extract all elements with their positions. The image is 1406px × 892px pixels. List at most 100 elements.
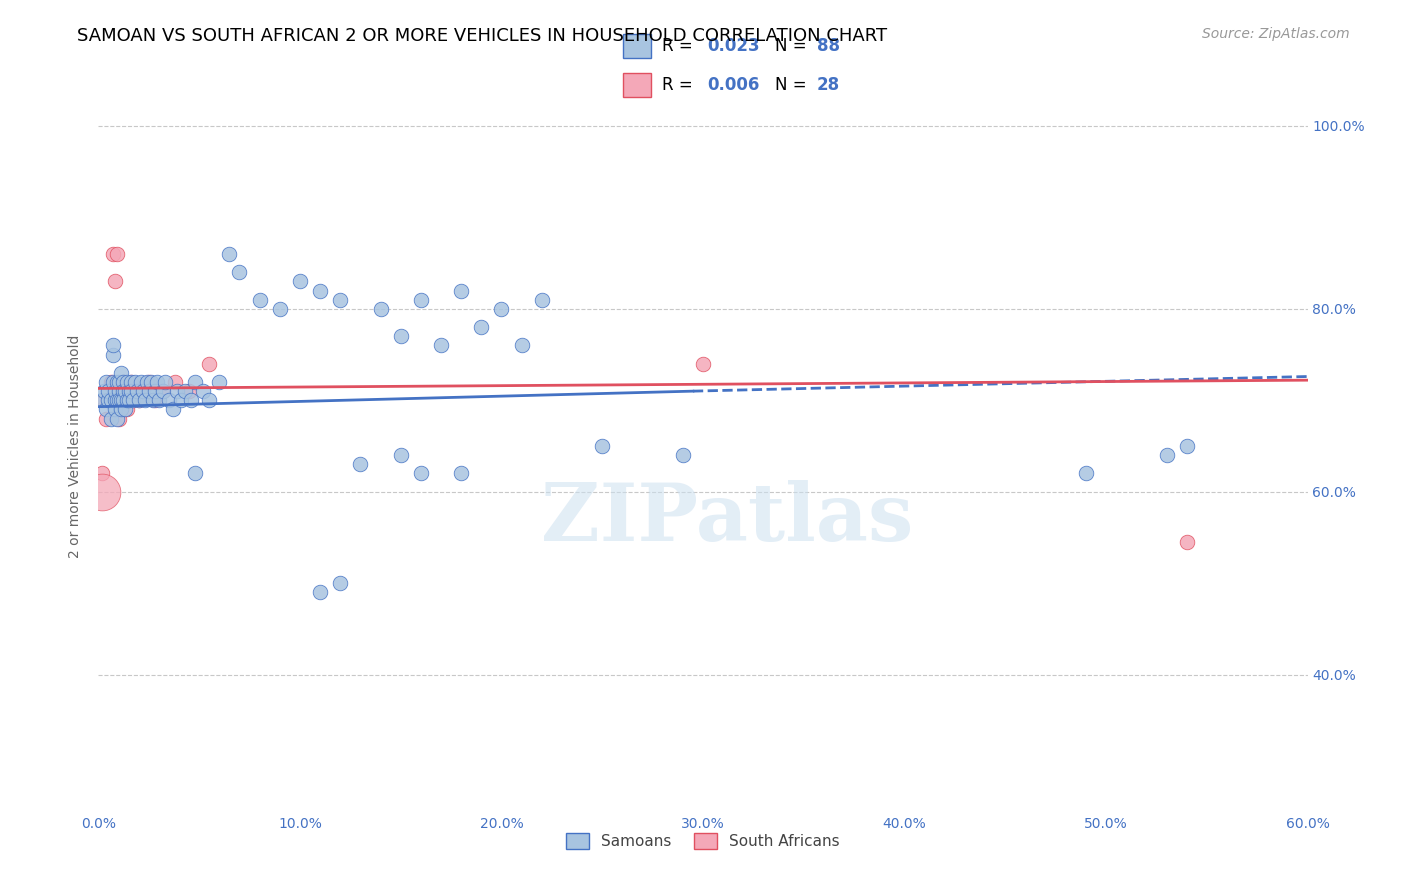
Point (103, 393, 125, 408)
Point (184, 375, 207, 389)
Point (269, 301, 291, 316)
Point (101, 348, 124, 362)
Point (100, 411, 122, 425)
Point (389, 448, 412, 462)
Point (105, 411, 128, 425)
Point (103, 275, 125, 289)
Point (97, 393, 120, 408)
FancyBboxPatch shape (623, 34, 651, 58)
Point (672, 448, 695, 462)
Point (249, 293, 271, 307)
Point (101, 338, 124, 352)
Point (105, 393, 128, 408)
Point (370, 301, 392, 316)
Point (179, 384, 201, 399)
Point (93, 393, 115, 408)
Point (162, 402, 184, 417)
Legend: Samoans, South Africans: Samoans, South Africans (560, 827, 846, 855)
Point (389, 329, 412, 343)
Point (129, 375, 152, 389)
Point (208, 375, 231, 389)
Point (100, 375, 122, 389)
Point (118, 384, 141, 399)
Point (121, 393, 143, 408)
Point (111, 393, 134, 408)
FancyBboxPatch shape (623, 73, 651, 97)
Point (110, 393, 132, 408)
Point (152, 384, 174, 399)
Point (120, 375, 142, 389)
Point (139, 375, 162, 389)
Point (309, 585, 332, 599)
Point (170, 393, 193, 408)
Y-axis label: 2 or more Vehicles in Household: 2 or more Vehicles in Household (69, 334, 83, 558)
Point (228, 265, 250, 279)
Point (153, 375, 176, 389)
Point (118, 393, 141, 408)
Point (184, 467, 207, 481)
Point (329, 576, 352, 591)
Point (174, 384, 197, 399)
Point (96, 411, 118, 425)
Point (309, 284, 332, 298)
Point (114, 402, 136, 417)
Point (105, 375, 128, 389)
Point (198, 393, 221, 408)
Point (100, 393, 122, 408)
Point (97, 393, 120, 408)
Point (110, 366, 132, 380)
Point (134, 393, 156, 408)
Point (148, 393, 170, 408)
Point (111, 375, 134, 389)
Text: 88: 88 (817, 37, 839, 55)
Point (1175, 439, 1198, 453)
Point (166, 384, 188, 399)
Text: N =: N = (775, 37, 811, 55)
Point (288, 275, 311, 289)
Point (163, 375, 186, 389)
Point (111, 375, 134, 389)
Text: ZIPatlas: ZIPatlas (541, 480, 914, 558)
Point (110, 384, 132, 399)
Point (193, 384, 215, 399)
Point (491, 301, 513, 316)
Text: N =: N = (775, 76, 811, 94)
Point (132, 384, 155, 399)
Point (118, 384, 141, 399)
Text: R =: R = (662, 76, 699, 94)
Point (1175, 535, 1198, 549)
Point (132, 384, 155, 399)
Point (121, 393, 143, 408)
Point (101, 247, 124, 261)
Text: 0.006: 0.006 (707, 76, 759, 94)
Point (450, 284, 472, 298)
Point (103, 384, 125, 399)
Point (530, 293, 553, 307)
Point (1156, 448, 1178, 462)
Point (128, 393, 150, 408)
Point (510, 338, 533, 352)
Point (430, 338, 453, 352)
Point (128, 393, 150, 408)
Point (135, 375, 157, 389)
Point (409, 467, 432, 481)
Point (409, 293, 432, 307)
Point (91, 393, 114, 408)
Point (470, 320, 492, 334)
Point (143, 393, 166, 408)
Point (180, 393, 202, 408)
Point (91, 484, 114, 499)
Text: R =: R = (662, 37, 699, 55)
Point (120, 375, 142, 389)
Point (107, 393, 129, 408)
Point (124, 375, 146, 389)
Point (96, 402, 118, 417)
Text: 28: 28 (817, 76, 839, 94)
Point (138, 375, 160, 389)
Point (157, 393, 180, 408)
Point (93, 384, 115, 399)
Point (1074, 467, 1097, 481)
Point (146, 375, 169, 389)
Point (111, 384, 134, 399)
Point (107, 375, 129, 389)
